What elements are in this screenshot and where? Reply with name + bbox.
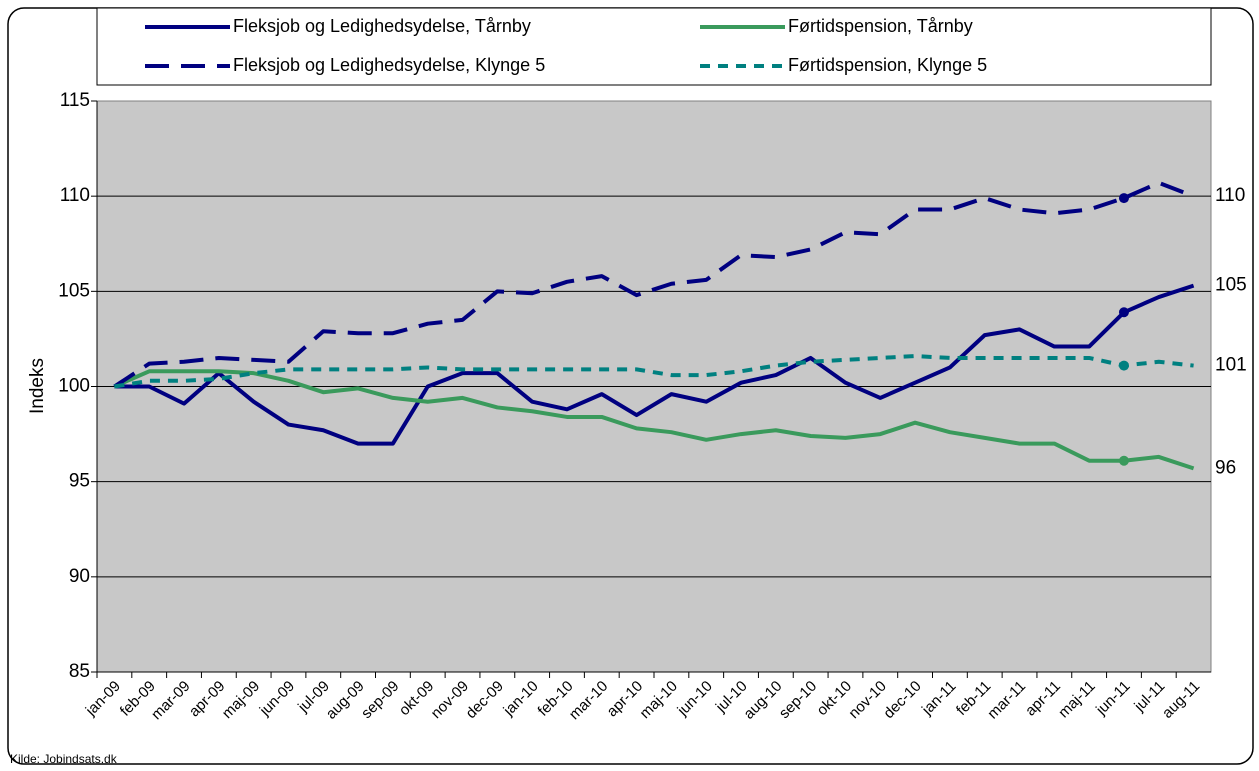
point-marker: [1118, 307, 1129, 318]
series-line: [114, 283, 1195, 446]
y-tick-label: 105: [58, 280, 90, 301]
series-line: [113, 369, 1195, 471]
y-axis-label: Indeks: [27, 358, 48, 414]
legend-label: Fleksjob og Ledighedsydelse, Klynge 5: [233, 55, 545, 75]
end-label: 110: [1215, 185, 1245, 206]
y-tick-label: 95: [69, 471, 90, 492]
y-tick-label: 85: [69, 661, 90, 682]
series-line: [113, 180, 1195, 389]
end-label: 96: [1215, 457, 1236, 478]
point-marker: [1118, 360, 1129, 371]
y-tick-label: 115: [60, 90, 90, 111]
y-tick-label: 110: [60, 185, 90, 206]
source: Kilde: Jobindsats.dk: [10, 752, 118, 766]
y-tick-label: 100: [58, 376, 90, 397]
legend-label: Fleksjob og Ledighedsydelse, Tårnby: [233, 16, 531, 36]
y-tick-label: 90: [69, 566, 90, 587]
legend-label: Førtidspension, Klynge 5: [788, 55, 987, 75]
series-line: [114, 354, 1194, 389]
point-marker: [1118, 455, 1129, 466]
point-marker: [1118, 193, 1129, 204]
legend-box: [96, 7, 1212, 86]
end-label: 101: [1215, 355, 1247, 376]
legend-label: Førtidspension, Tårnby: [788, 16, 973, 36]
end-label: 105: [1215, 275, 1247, 296]
